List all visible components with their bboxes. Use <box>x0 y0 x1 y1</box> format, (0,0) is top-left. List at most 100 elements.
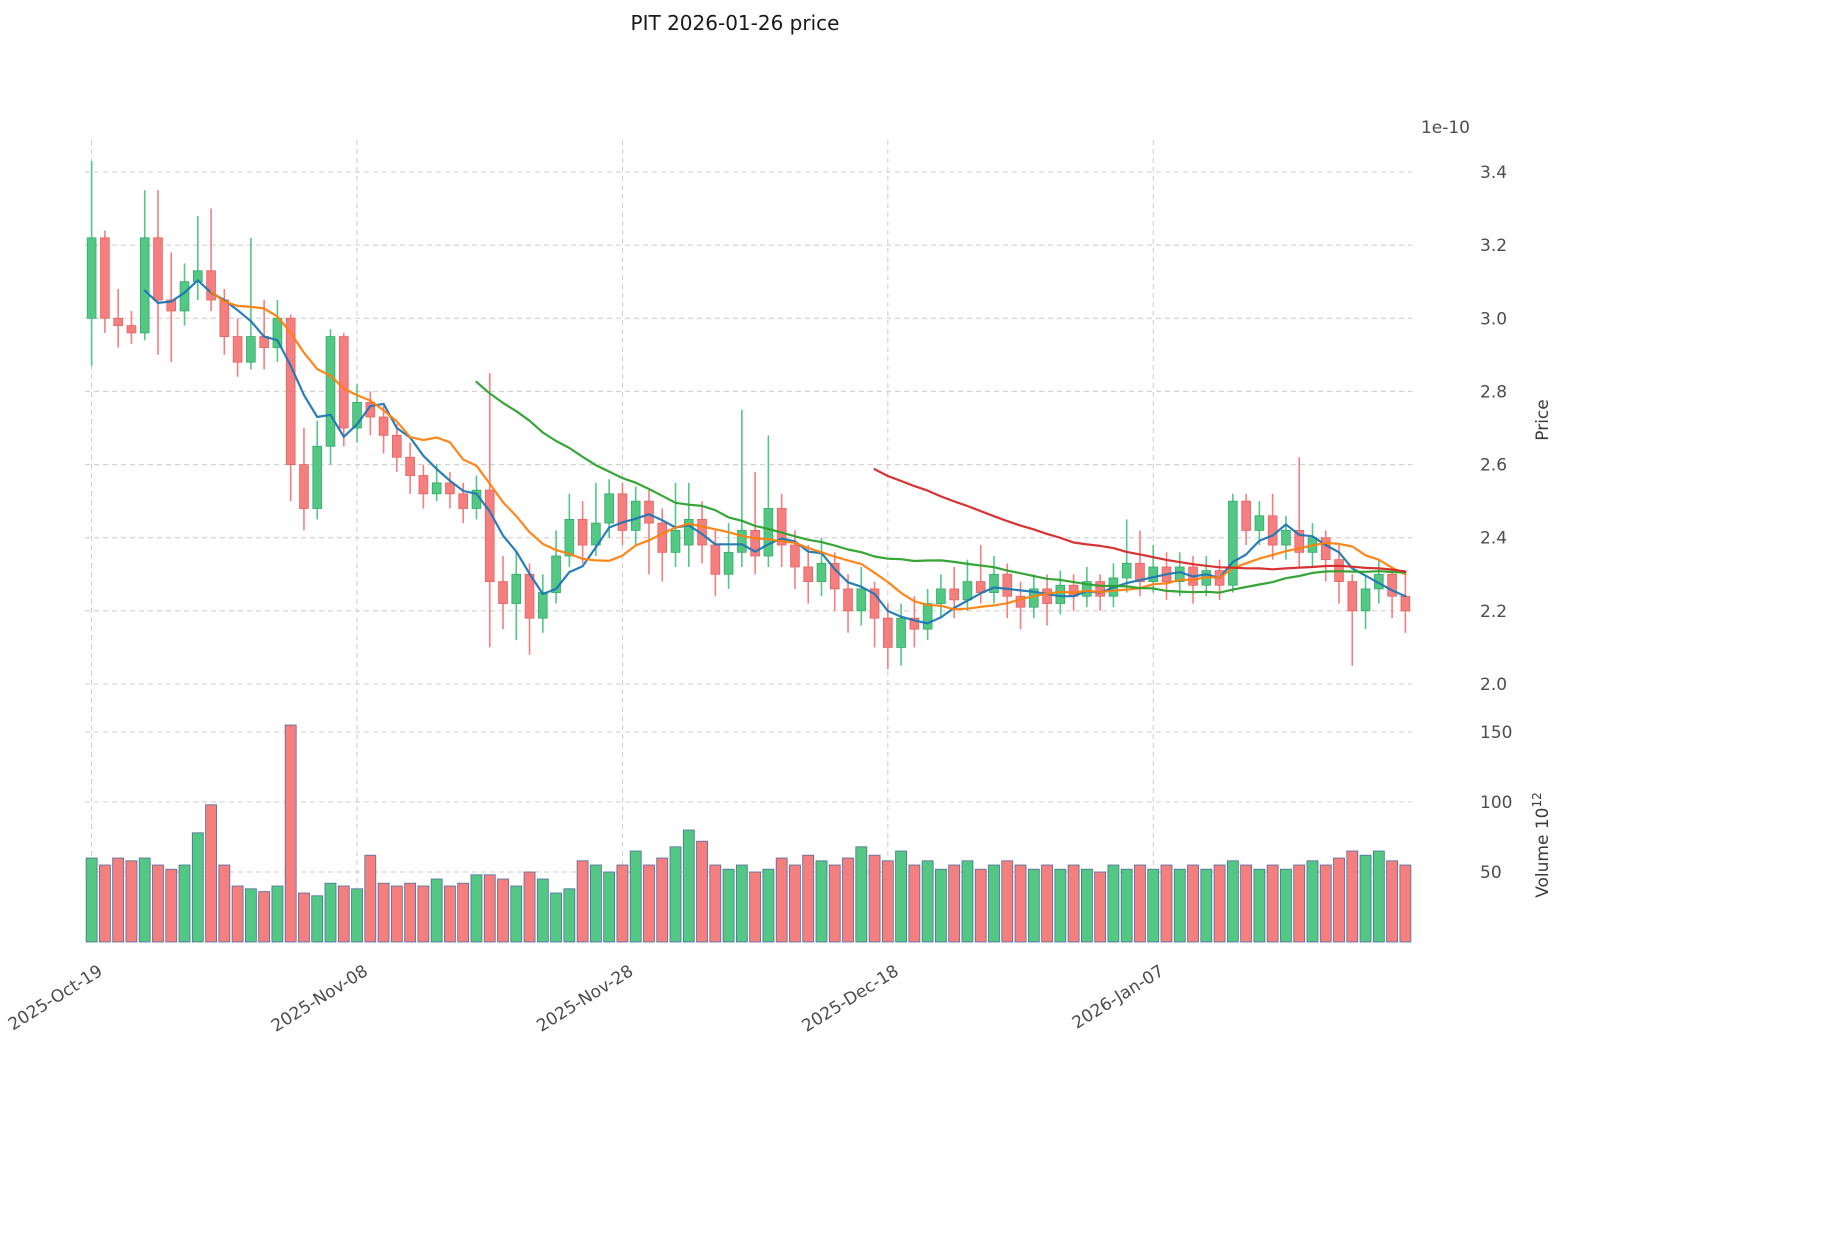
candle-body <box>1254 515 1265 531</box>
volume-bar <box>457 882 470 943</box>
candle-body <box>524 573 535 619</box>
candle-body <box>378 416 389 436</box>
volume-bar <box>1346 850 1359 943</box>
volume-bar <box>351 888 363 943</box>
volume-bar <box>510 885 523 943</box>
volume-bar <box>722 868 735 943</box>
volume-bar <box>868 854 881 943</box>
x-tick-label: 2025-Oct-19 <box>5 961 106 1035</box>
price-tick-label: 2.4 <box>1480 529 1507 549</box>
volume-bar <box>563 888 576 943</box>
volume-bar <box>961 860 974 943</box>
volume-bar <box>178 864 191 943</box>
candle-body <box>299 464 309 509</box>
candle-body <box>564 519 575 557</box>
candle-body <box>683 519 694 546</box>
volume-bar <box>762 868 775 943</box>
candle-body <box>896 617 906 648</box>
volume-bar <box>802 854 815 943</box>
volume-bar <box>1399 864 1412 943</box>
price-tick-label: 2.2 <box>1480 602 1507 622</box>
candle-body <box>405 456 415 476</box>
candle-body <box>644 500 654 524</box>
candle-body <box>1135 562 1145 582</box>
candle-body <box>219 299 230 337</box>
candle-body <box>1320 537 1331 561</box>
volume-bar <box>205 804 217 943</box>
volume-bar <box>85 857 98 943</box>
price-tick-label: 3.4 <box>1480 163 1507 183</box>
price-tick-label: 3.0 <box>1480 309 1507 329</box>
candle-body <box>431 482 442 495</box>
candle-body <box>126 325 137 334</box>
candle-body <box>1400 595 1411 612</box>
volume-bar <box>881 860 894 943</box>
price-tick-label: 2.8 <box>1480 382 1507 402</box>
volume-bar <box>324 882 337 943</box>
volume-bar <box>152 864 164 943</box>
candle-body <box>498 581 508 604</box>
volume-bar <box>616 864 629 943</box>
volume-bar <box>1120 868 1133 943</box>
x-tick-label: 2025-Nov-08 <box>268 961 372 1036</box>
volume-bar <box>682 829 695 943</box>
ma-line-60 <box>873 468 1407 573</box>
volume-bar <box>191 832 204 943</box>
candle-body <box>285 317 296 465</box>
candle-body <box>179 281 190 312</box>
volume-bar <box>1027 868 1040 943</box>
price-scale-offset-label: 1e-10 <box>1421 118 1470 138</box>
volume-bar <box>1173 868 1186 943</box>
volume-bar <box>1067 864 1080 943</box>
candle-body <box>458 493 468 509</box>
candle-body <box>511 573 522 604</box>
grid-layer <box>85 140 1412 942</box>
candle-body <box>338 336 349 429</box>
candle-body <box>604 493 614 524</box>
candle-body <box>1042 588 1052 604</box>
volume-bar <box>948 864 961 943</box>
volume-bar <box>1134 864 1146 943</box>
volume-bar <box>390 885 403 943</box>
candle-body <box>1387 573 1397 597</box>
volume-bar <box>1014 864 1027 943</box>
volume-bar <box>749 871 762 943</box>
candle-body <box>100 237 110 319</box>
candle-body <box>1095 581 1105 597</box>
volume-bar <box>921 860 934 943</box>
volume-bar <box>550 892 562 943</box>
candle-body <box>922 603 933 630</box>
volume-bar <box>855 846 868 943</box>
candle-body <box>816 562 827 582</box>
volume-bar <box>1293 864 1306 943</box>
volume-bar <box>1333 857 1345 943</box>
ma-line-30 <box>475 380 1407 594</box>
candle-body <box>936 588 946 604</box>
volume-bar <box>337 885 350 943</box>
volume-bar <box>497 878 509 943</box>
candle-body <box>1055 584 1066 604</box>
volume-bar <box>1054 868 1067 943</box>
volume-layer <box>85 724 1412 943</box>
candle-body <box>869 588 880 619</box>
volume-bar <box>696 840 708 943</box>
candle-body <box>617 493 628 531</box>
volume-bar <box>775 857 788 943</box>
candle-body <box>538 592 548 619</box>
candle-body <box>856 588 867 612</box>
volume-bar <box>842 857 854 943</box>
candle-body <box>803 566 814 583</box>
volume-bar <box>244 888 257 943</box>
volume-bar <box>258 891 271 943</box>
volume-bar <box>1213 864 1226 943</box>
candle-body <box>153 237 163 301</box>
volume-bar <box>1359 854 1372 943</box>
candle-body <box>989 573 999 593</box>
volume-bar <box>284 724 297 943</box>
volume-bar <box>815 860 828 943</box>
volume-bar <box>364 854 377 943</box>
candle-body <box>1082 581 1092 597</box>
price-tick-label: 3.2 <box>1480 236 1507 256</box>
volume-bar <box>138 857 151 943</box>
